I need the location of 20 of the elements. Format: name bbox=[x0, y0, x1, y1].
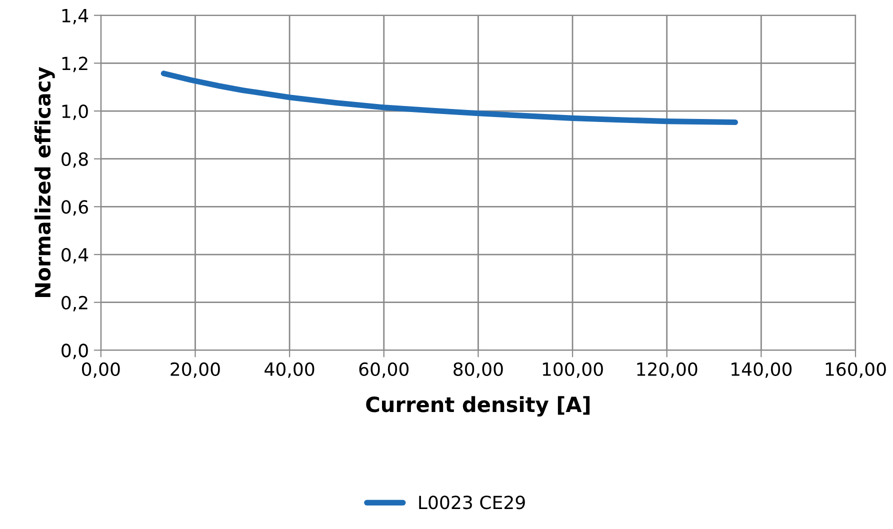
y-tick-label: 0,0 bbox=[62, 344, 88, 360]
y-axis-title: Normalized efficacy bbox=[34, 67, 55, 297]
x-tick-label: 160,00 bbox=[826, 362, 886, 378]
x-tick-label: 0,00 bbox=[82, 362, 120, 378]
x-tick-label: 20,00 bbox=[170, 362, 220, 378]
y-tick-label: 0,2 bbox=[62, 296, 88, 312]
x-tick-label: 120,00 bbox=[637, 362, 698, 378]
y-tick-label: 0,4 bbox=[62, 248, 88, 264]
x-tick-label: 100,00 bbox=[542, 362, 603, 378]
x-tick-label: 60,00 bbox=[359, 362, 409, 378]
y-tick-label: 1,4 bbox=[62, 9, 88, 24]
y-tick-label: 0,8 bbox=[62, 152, 88, 168]
y-tick-label: 0,6 bbox=[62, 200, 88, 216]
y-tick-label: 1,2 bbox=[62, 56, 88, 72]
x-tick-label: 40,00 bbox=[264, 362, 314, 378]
x-tick-label: 80,00 bbox=[454, 362, 503, 378]
legend-label: L0023 CE29 bbox=[419, 496, 525, 510]
x-tick-label: 140,00 bbox=[732, 362, 792, 378]
x-axis-title: Current density [A] bbox=[366, 396, 590, 416]
y-tick-label: 1,0 bbox=[62, 104, 88, 120]
